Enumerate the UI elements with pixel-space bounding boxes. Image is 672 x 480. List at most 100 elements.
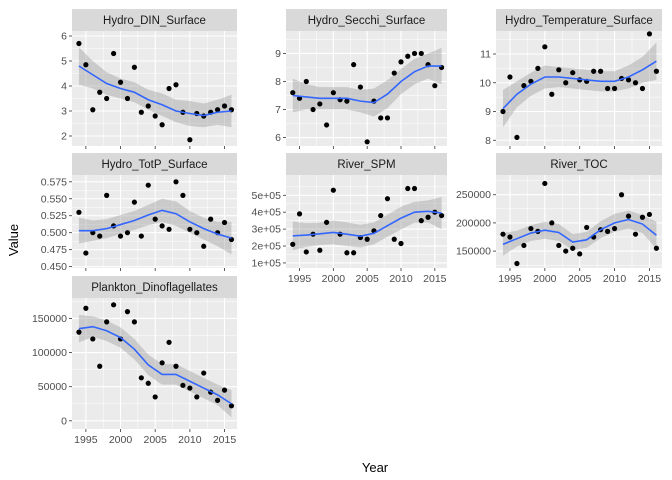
data-point bbox=[152, 113, 158, 119]
x-tick-label: 2010 bbox=[389, 273, 413, 285]
data-point bbox=[138, 375, 144, 381]
y-tick-label: 10 bbox=[479, 77, 491, 89]
facet-panel: Hydro_TotP_Surface 0.450 0.475 0.500 0.525 0.… bbox=[41, 153, 237, 273]
y-tick-label: 6 bbox=[61, 31, 67, 43]
panels-layer: Hydro_DIN_Surface23456Hydro_Secchi_Surfa… bbox=[32, 9, 662, 446]
data-point bbox=[604, 228, 611, 234]
data-point bbox=[556, 67, 562, 73]
data-point bbox=[221, 219, 228, 226]
data-point bbox=[83, 305, 89, 311]
data-point bbox=[317, 247, 323, 253]
data-point bbox=[76, 329, 82, 335]
data-point bbox=[138, 233, 144, 239]
facet-title: River_TOC bbox=[550, 159, 607, 171]
data-point bbox=[378, 212, 384, 219]
y-tick-label: 2e+05 bbox=[252, 241, 282, 253]
data-point bbox=[303, 78, 309, 85]
data-point bbox=[97, 363, 103, 369]
data-point bbox=[124, 230, 131, 236]
data-point bbox=[528, 225, 534, 232]
data-point bbox=[214, 107, 221, 113]
data-point bbox=[201, 243, 207, 249]
y-tick-label: 8 bbox=[485, 135, 491, 147]
data-point bbox=[570, 245, 576, 251]
facet-panel: Plankton_Dinoflagellates 0 50000 100000 1500… bbox=[32, 276, 237, 446]
data-point bbox=[411, 50, 418, 57]
data-point bbox=[598, 68, 604, 74]
data-point bbox=[290, 241, 296, 247]
x-tick-label: 2015 bbox=[638, 273, 662, 285]
data-point bbox=[214, 397, 221, 403]
data-point bbox=[653, 245, 660, 251]
facet-strip bbox=[496, 153, 662, 175]
data-point bbox=[398, 240, 404, 247]
y-tick-label: 9 bbox=[275, 48, 281, 60]
x-tick-label: 2015 bbox=[213, 434, 237, 446]
facet-strip bbox=[72, 9, 237, 31]
data-point bbox=[507, 74, 513, 80]
data-point bbox=[290, 90, 296, 96]
x-axis-title: Year bbox=[362, 460, 389, 475]
data-point bbox=[618, 192, 625, 198]
data-point bbox=[500, 231, 506, 237]
facet-strip bbox=[496, 9, 662, 31]
data-point bbox=[131, 319, 137, 325]
y-tick-label: 2 bbox=[61, 131, 67, 143]
data-point bbox=[646, 211, 653, 218]
y-tick-label: 5e+05 bbox=[252, 190, 282, 202]
data-point bbox=[563, 80, 569, 86]
data-point bbox=[411, 185, 418, 192]
data-point bbox=[76, 40, 82, 47]
y-tick-label: 3 bbox=[61, 106, 67, 118]
x-tick-label: 2005 bbox=[355, 273, 379, 285]
data-point bbox=[528, 78, 534, 84]
data-point bbox=[173, 82, 179, 88]
smooth-line bbox=[502, 218, 657, 246]
facet-strip bbox=[286, 9, 447, 31]
data-point bbox=[187, 385, 193, 391]
facet-title: Hydro_Secchi_Surface bbox=[308, 15, 426, 27]
data-point bbox=[507, 234, 513, 240]
y-tick-label: 3e+05 bbox=[252, 224, 282, 236]
y-tick-label: 0.550 bbox=[41, 193, 67, 205]
data-point bbox=[625, 77, 632, 83]
data-point bbox=[303, 249, 309, 255]
data-point bbox=[625, 213, 632, 219]
y-tick-label: 5 bbox=[61, 56, 67, 68]
data-point bbox=[535, 65, 541, 71]
data-point bbox=[104, 95, 110, 102]
smooth-line bbox=[78, 65, 232, 117]
data-point bbox=[83, 62, 89, 68]
x-tick-label: 2010 bbox=[178, 434, 202, 446]
data-point bbox=[97, 233, 103, 239]
panel-background bbox=[286, 31, 447, 146]
x-tick-label: 1995 bbox=[74, 434, 98, 446]
data-point bbox=[208, 216, 214, 222]
data-point bbox=[391, 70, 397, 76]
data-point bbox=[632, 231, 639, 237]
data-point bbox=[514, 134, 520, 140]
facet-panel: Hydro_Temperature_Surface 8 9 10 11 bbox=[479, 9, 662, 149]
data-point bbox=[438, 212, 445, 219]
data-point bbox=[364, 139, 370, 145]
confidence-band bbox=[292, 47, 442, 117]
facet-title: Plankton_Dinoflagellates bbox=[91, 282, 218, 294]
y-tick-label: 4 bbox=[61, 81, 67, 93]
data-point bbox=[330, 187, 336, 193]
x-tick-label: 2010 bbox=[603, 273, 627, 285]
data-point bbox=[228, 403, 235, 409]
data-point bbox=[83, 250, 89, 256]
data-point bbox=[76, 209, 82, 215]
data-point bbox=[104, 192, 110, 198]
y-tick-label: 250000 bbox=[456, 189, 491, 201]
data-point bbox=[391, 236, 397, 242]
smooth-line bbox=[292, 210, 442, 238]
facet-title: Hydro_Temperature_Surface bbox=[505, 15, 653, 27]
data-point bbox=[131, 64, 137, 70]
data-point bbox=[639, 214, 646, 220]
y-tick-label: 0 bbox=[61, 415, 67, 427]
smooth-line bbox=[78, 209, 232, 239]
data-point bbox=[159, 223, 165, 229]
data-point bbox=[110, 50, 117, 57]
y-tick-label: 8 bbox=[275, 76, 281, 88]
